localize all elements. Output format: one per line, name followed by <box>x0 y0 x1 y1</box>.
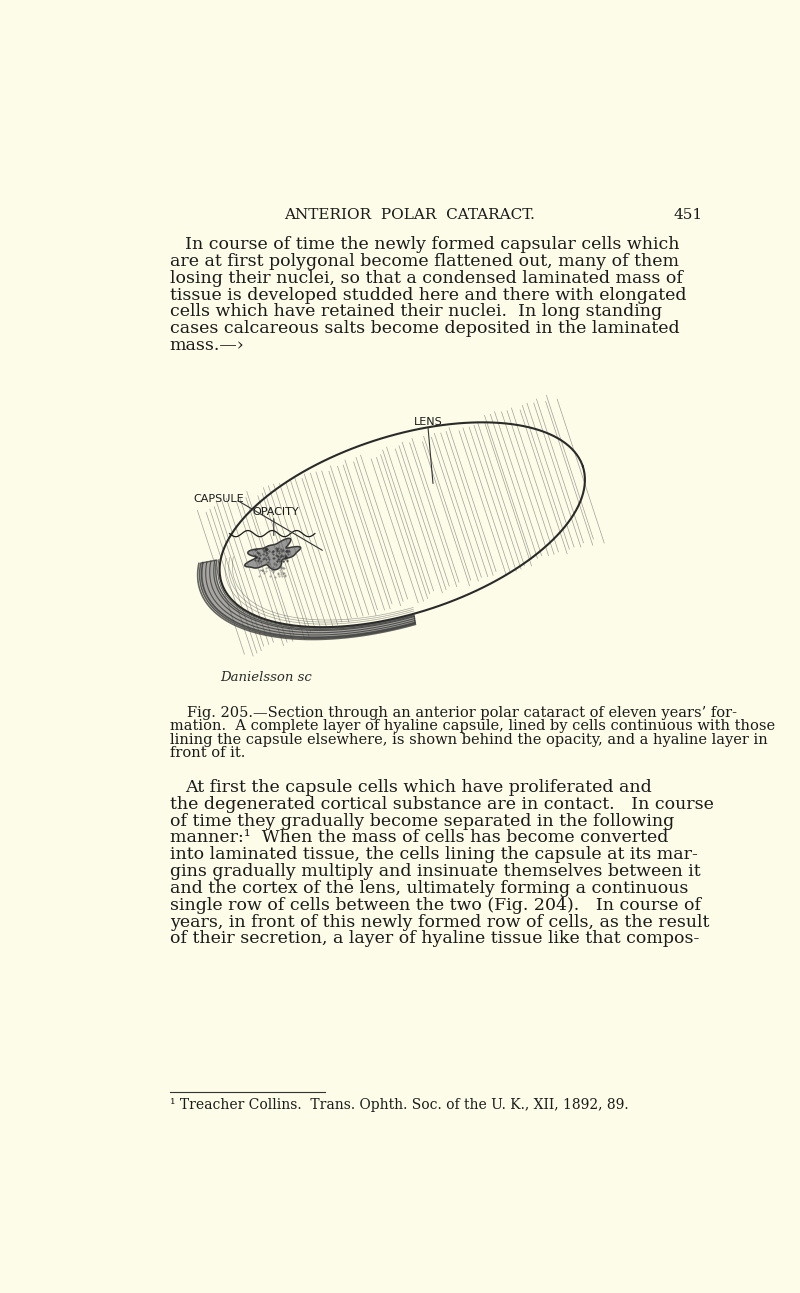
Text: ¹ Treacher Collins.  Trans. Ophth. Soc. of the U. K., XII, 1892, 89.: ¹ Treacher Collins. Trans. Ophth. Soc. o… <box>170 1099 628 1112</box>
Text: Fig. 205.—Section through an anterior polar cataract of eleven years’ for-: Fig. 205.—Section through an anterior po… <box>187 706 737 720</box>
Text: single row of cells between the two (Fig. 204).   In course of: single row of cells between the two (Fig… <box>170 897 701 914</box>
Text: In course of time the newly formed capsular cells which: In course of time the newly formed capsu… <box>186 237 680 253</box>
Text: lining the capsule elsewhere, is shown behind the opacity, and a hyaline layer i: lining the capsule elsewhere, is shown b… <box>170 733 767 747</box>
Polygon shape <box>199 560 415 639</box>
Text: cases calcareous salts become deposited in the laminated: cases calcareous salts become deposited … <box>170 321 679 337</box>
Text: years, in front of this newly formed row of cells, as the result: years, in front of this newly formed row… <box>170 914 709 931</box>
Text: and the cortex of the lens, ultimately forming a continuous: and the cortex of the lens, ultimately f… <box>170 881 688 897</box>
Text: 451: 451 <box>674 207 702 221</box>
Text: OPACITY: OPACITY <box>253 507 299 517</box>
Text: losing their nuclei, so that a condensed laminated mass of: losing their nuclei, so that a condensed… <box>170 270 682 287</box>
Polygon shape <box>245 538 301 570</box>
Text: cells which have retained their nuclei.  In long standing: cells which have retained their nuclei. … <box>170 304 662 321</box>
Text: At first the capsule cells which have proliferated and: At first the capsule cells which have pr… <box>186 778 652 796</box>
Text: ANTERIOR  POLAR  CATARACT.: ANTERIOR POLAR CATARACT. <box>285 207 535 221</box>
Text: Danielsson sc: Danielsson sc <box>220 671 312 684</box>
Text: mass.—›: mass.—› <box>170 337 245 354</box>
Text: into laminated tissue, the cells lining the capsule at its mar-: into laminated tissue, the cells lining … <box>170 846 698 864</box>
Text: the degenerated cortical substance are in contact.   In course: the degenerated cortical substance are i… <box>170 795 714 813</box>
Text: are at first polygonal become flattened out, many of them: are at first polygonal become flattened … <box>170 253 678 270</box>
Text: LENS: LENS <box>414 416 442 427</box>
Text: gins gradually multiply and insinuate themselves between it: gins gradually multiply and insinuate th… <box>170 864 700 881</box>
Text: of time they gradually become separated in the following: of time they gradually become separated … <box>170 812 674 830</box>
Text: of their secretion, a layer of hyaline tissue like that compos-: of their secretion, a layer of hyaline t… <box>170 931 699 948</box>
Text: front of it.: front of it. <box>170 746 245 760</box>
Text: tissue is developed studded here and there with elongated: tissue is developed studded here and the… <box>170 287 686 304</box>
Text: manner:¹  When the mass of cells has become converted: manner:¹ When the mass of cells has beco… <box>170 829 668 847</box>
Text: mation.  A complete layer of hyaline capsule, lined by cells continuous with tho: mation. A complete layer of hyaline caps… <box>170 719 775 733</box>
Text: CAPSULE: CAPSULE <box>193 494 244 504</box>
